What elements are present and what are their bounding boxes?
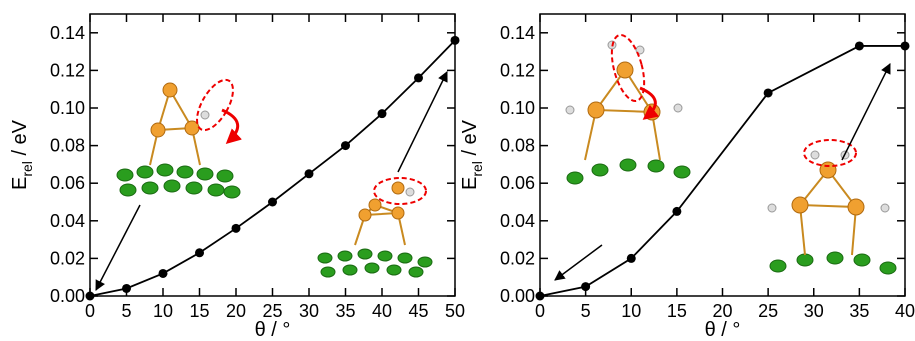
y-tick-label: 0.08 xyxy=(500,136,535,156)
data-point xyxy=(268,198,277,207)
x-tick-label: 25 xyxy=(758,301,778,321)
data-point xyxy=(855,41,864,50)
data-point xyxy=(451,36,460,45)
data-point xyxy=(341,141,350,150)
x-tick-label: 30 xyxy=(299,301,319,321)
data-point xyxy=(764,88,773,97)
y-tick-label: 0.14 xyxy=(50,23,85,43)
y-label-main: E xyxy=(9,177,31,190)
data-point xyxy=(414,73,423,82)
y-label-unit: / eV xyxy=(459,119,481,161)
y-tick-label: 0.10 xyxy=(50,98,85,118)
x-tick-label: 25 xyxy=(262,301,282,321)
y-label-sub: rel xyxy=(19,161,35,177)
y-tick-label: 0.00 xyxy=(50,286,85,306)
x-tick-label: 0 xyxy=(535,301,545,321)
y-label-sub: rel xyxy=(469,161,485,177)
y-tick-label: 0.08 xyxy=(50,136,85,156)
data-point xyxy=(672,207,681,216)
data-point xyxy=(536,292,545,301)
annotation-arrows xyxy=(96,64,890,290)
data-point xyxy=(305,169,314,178)
figure: 051015202530354045500.000.020.040.060.08… xyxy=(0,0,915,341)
data-point xyxy=(86,292,95,301)
x-tick-label: 15 xyxy=(189,301,209,321)
x-tick-label: 50 xyxy=(445,301,465,321)
x-tick-label: 5 xyxy=(581,301,591,321)
y-tick-label: 0.04 xyxy=(500,211,535,231)
y-tick-label: 0.04 xyxy=(50,211,85,231)
x-tick-label: 0 xyxy=(85,301,95,321)
y-tick-label: 0.06 xyxy=(500,173,535,193)
data-point xyxy=(122,284,131,293)
x-tick-label: 35 xyxy=(335,301,355,321)
data-point xyxy=(159,269,168,278)
x-tick-label: 30 xyxy=(804,301,824,321)
x-tick-label: 10 xyxy=(153,301,173,321)
y-tick-label: 0.10 xyxy=(500,98,535,118)
plot-frame xyxy=(540,14,905,296)
data-point xyxy=(627,254,636,263)
x-tick-label: 40 xyxy=(372,301,392,321)
y-label-main: E xyxy=(459,177,481,190)
x-tick-label: 20 xyxy=(226,301,246,321)
x-axis-label: θ / ° xyxy=(705,319,741,341)
data-point xyxy=(195,248,204,257)
x-tick-label: 35 xyxy=(849,301,869,321)
y-tick-label: 0.14 xyxy=(500,23,535,43)
y-axis-label: Erel / eV xyxy=(9,119,35,190)
y-tick-label: 0.12 xyxy=(500,60,535,80)
y-tick-label: 0.06 xyxy=(50,173,85,193)
plot-frame xyxy=(90,14,455,296)
data-point xyxy=(378,109,387,118)
data-point xyxy=(901,41,910,50)
x-tick-label: 15 xyxy=(667,301,687,321)
y-tick-label: 0.12 xyxy=(50,60,85,80)
x-axis-label: θ / ° xyxy=(255,319,291,341)
data-point xyxy=(232,224,241,233)
y-label-unit: / eV xyxy=(9,119,31,161)
data-point xyxy=(581,282,590,291)
y-axis-label: Erel / eV xyxy=(459,119,485,190)
y-tick-label: 0.02 xyxy=(500,248,535,268)
y-tick-label: 0.02 xyxy=(50,248,85,268)
x-tick-label: 5 xyxy=(121,301,131,321)
x-tick-label: 20 xyxy=(712,301,732,321)
x-tick-label: 40 xyxy=(895,301,915,321)
x-tick-label: 45 xyxy=(408,301,428,321)
y-tick-label: 0.00 xyxy=(500,286,535,306)
x-tick-label: 10 xyxy=(621,301,641,321)
